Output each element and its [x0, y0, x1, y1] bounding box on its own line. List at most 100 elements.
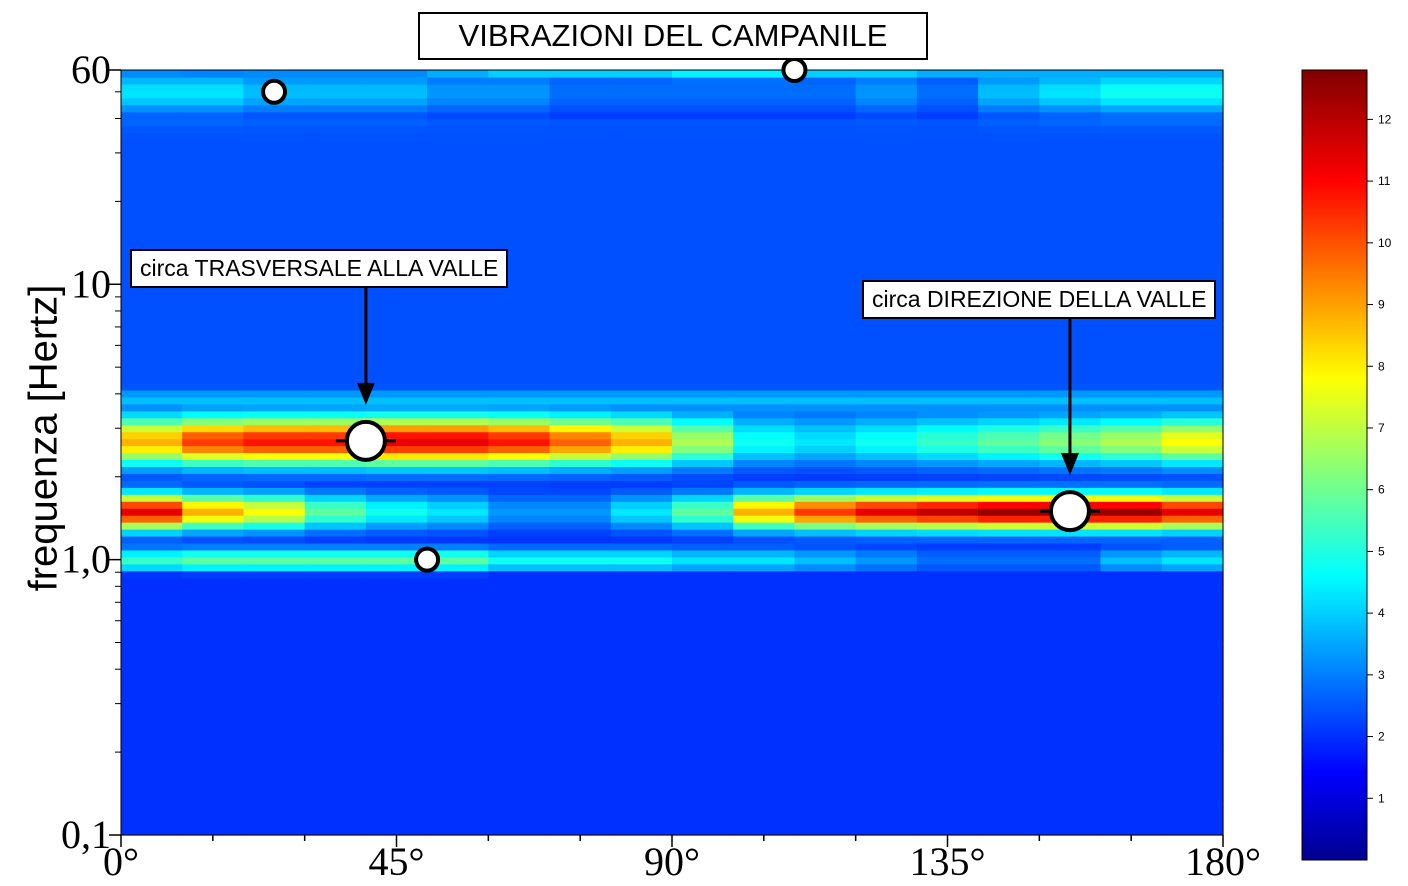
heatmap-cell	[365, 285, 428, 294]
heatmap-cell	[488, 702, 551, 711]
heatmap-cell	[1039, 216, 1102, 224]
heatmap-cell	[549, 223, 612, 231]
heatmap-cell	[365, 542, 428, 551]
heatmap-cell	[1100, 76, 1163, 85]
heatmap-cell	[243, 403, 306, 412]
heatmap-cell	[733, 744, 796, 753]
heatmap-cell	[855, 452, 918, 461]
heatmap-cell	[978, 577, 1040, 586]
heatmap-cell	[978, 675, 1040, 683]
heatmap-cell	[488, 431, 551, 440]
heatmap-cell	[1100, 181, 1163, 189]
heatmap-cell	[794, 737, 857, 746]
heatmap-cell	[304, 466, 367, 474]
heatmap-cell	[488, 236, 551, 245]
heatmap-cell	[916, 216, 979, 224]
heatmap-cell	[365, 292, 428, 301]
colorbar-tick-label: 7	[1378, 421, 1385, 435]
heatmap-cell	[182, 292, 245, 301]
heatmap-cell	[916, 542, 979, 551]
heatmap-cell	[978, 591, 1040, 600]
heatmap-cell	[549, 424, 612, 433]
heatmap-cell	[672, 535, 734, 544]
heatmap-cell	[488, 403, 551, 412]
heatmap-cell	[365, 744, 428, 753]
peak-marker	[414, 546, 441, 573]
heatmap-cell	[304, 111, 367, 120]
heatmap-cell	[672, 382, 734, 391]
heatmap-cell	[855, 403, 918, 412]
heatmap-cell	[365, 160, 428, 168]
heatmap-cell	[427, 828, 489, 836]
heatmap-cell	[1100, 751, 1163, 760]
heatmap-cell	[916, 410, 979, 419]
heatmap-cell	[182, 445, 245, 454]
heatmap-cell	[855, 744, 918, 753]
heatmap-cell	[243, 438, 306, 447]
heatmap-cell	[672, 529, 734, 537]
heatmap-cell	[978, 139, 1040, 148]
heatmap-cell	[916, 563, 979, 572]
heatmap-cell	[1100, 118, 1163, 127]
heatmap-cell	[488, 76, 551, 85]
heatmap-cell	[549, 76, 612, 85]
heatmap-cell	[549, 487, 612, 495]
heatmap-cell	[1161, 758, 1224, 767]
heatmap-cell	[916, 758, 979, 767]
heatmap-cell	[733, 104, 796, 113]
heatmap-cell	[243, 640, 306, 648]
heatmap-cell	[916, 654, 979, 662]
heatmap-cell	[1161, 675, 1224, 683]
heatmap-cell	[243, 153, 306, 162]
heatmap-cell	[549, 779, 612, 787]
heatmap-cell	[121, 445, 183, 454]
heatmap-cell	[794, 250, 857, 259]
heatmap-cell	[855, 410, 918, 419]
heatmap-cell	[243, 320, 306, 328]
heatmap-cell	[855, 382, 918, 391]
heatmap-cell	[1100, 195, 1163, 203]
heatmap-cell	[1100, 542, 1163, 551]
heatmap-cell	[855, 786, 918, 794]
heatmap-cell	[182, 480, 245, 488]
heatmap-cell	[978, 730, 1040, 739]
heatmap-cell	[672, 702, 734, 711]
heatmap-cell	[427, 209, 489, 217]
heatmap-cell	[1161, 424, 1224, 433]
heatmap-cell	[1039, 744, 1102, 753]
heatmap-cell	[182, 549, 245, 558]
heatmap-cell	[733, 688, 796, 697]
heatmap-cell	[1100, 174, 1163, 182]
heatmap-cell	[1100, 779, 1163, 787]
heatmap-cell	[855, 118, 918, 127]
heatmap-cell	[427, 640, 489, 648]
heatmap-cell	[855, 640, 918, 648]
heatmap-cell	[1039, 779, 1102, 787]
heatmap-cell	[243, 104, 306, 113]
heatmap-cell	[304, 647, 367, 655]
heatmap-cell	[121, 369, 183, 377]
heatmap-cell	[978, 647, 1040, 655]
heatmap-cell	[488, 765, 551, 774]
heatmap-cell	[1039, 111, 1102, 120]
heatmap-cell	[794, 522, 857, 530]
heatmap-cell	[427, 438, 489, 447]
heatmap-cell	[182, 139, 245, 148]
heatmap-cell	[794, 765, 857, 774]
heatmap-cell	[121, 382, 183, 391]
heatmap-cell	[1161, 494, 1224, 502]
heatmap-cell	[549, 146, 612, 155]
heatmap-cell	[733, 647, 796, 655]
heatmap-cell	[733, 633, 796, 641]
heatmap-cell	[549, 535, 612, 544]
heatmap-cell	[121, 111, 183, 120]
heatmap-cell	[672, 751, 734, 760]
heatmap-cell	[121, 188, 183, 196]
heatmap-cell	[304, 132, 367, 141]
heatmap-cell	[488, 549, 551, 558]
heatmap-cell	[855, 612, 918, 621]
heatmap-cell	[365, 445, 428, 454]
heatmap-cell	[243, 793, 306, 801]
heatmap-cell	[121, 438, 183, 447]
heatmap-cell	[672, 70, 734, 78]
